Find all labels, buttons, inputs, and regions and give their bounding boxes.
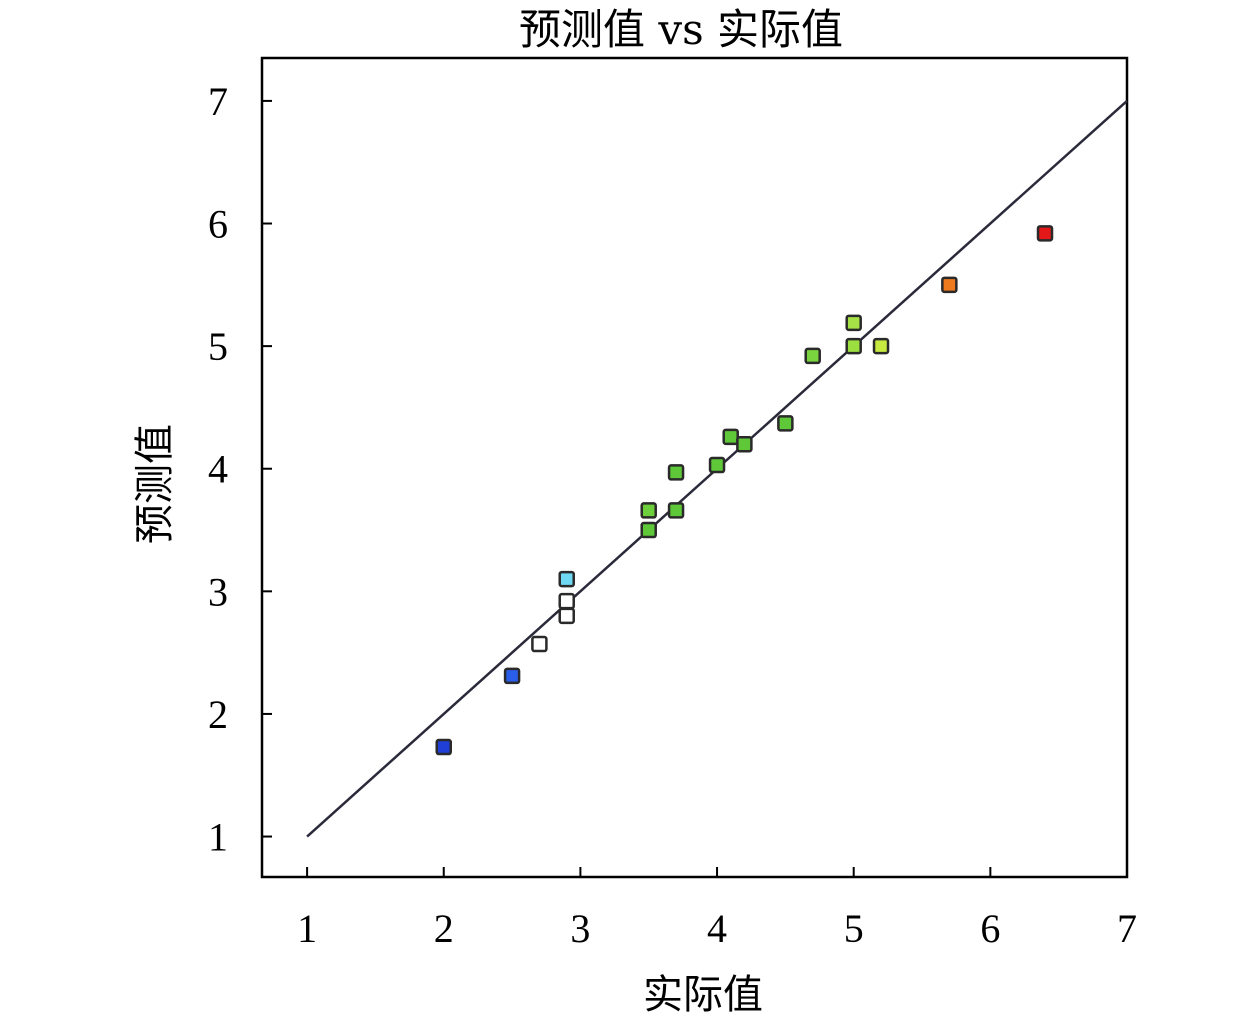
data-point [722,428,739,446]
chart-title: 预测值 vs 实际值 [519,5,843,54]
data-point [503,667,521,685]
x-tick-label: 5 [844,906,864,951]
data-point [667,464,685,481]
x-tick-label: 3 [570,906,590,951]
y-tick-label: 2 [208,692,228,737]
y-tick-label: 6 [208,202,228,247]
data-point [872,337,890,355]
data-point [1036,225,1054,242]
y-tick-label: 7 [208,79,228,124]
x-axis-label: 实际值 [643,972,763,1018]
data-points [435,225,1054,756]
x-axis: 1 2 3 4 5 6 7 [297,867,1137,951]
data-point [558,607,575,625]
y-axis-label: 预测值 [132,424,178,544]
data-point [941,276,958,294]
data-point [667,502,685,519]
data-point [640,521,657,539]
data-point [435,738,452,756]
data-point [845,337,862,355]
x-tick-label: 7 [1117,906,1137,951]
y-tick-label: 4 [208,447,228,492]
x-tick-label: 6 [980,906,1000,951]
plot-frame [260,56,1129,879]
x-tick-label: 4 [707,906,727,951]
y-tick-label: 5 [208,324,228,369]
x-tick-label: 2 [434,906,454,951]
data-point [708,456,726,474]
x-tick-label: 1 [297,906,317,951]
data-point [531,635,548,653]
data-point [845,314,862,332]
data-point [777,415,794,432]
y-tick-label: 1 [208,815,228,860]
data-point [558,592,575,610]
y-axis: 1 2 3 4 5 6 7 [208,79,272,860]
data-point [804,347,821,365]
data-point [558,570,575,588]
data-point [736,435,753,453]
data-point [640,502,657,519]
y-tick-label: 3 [208,569,228,614]
